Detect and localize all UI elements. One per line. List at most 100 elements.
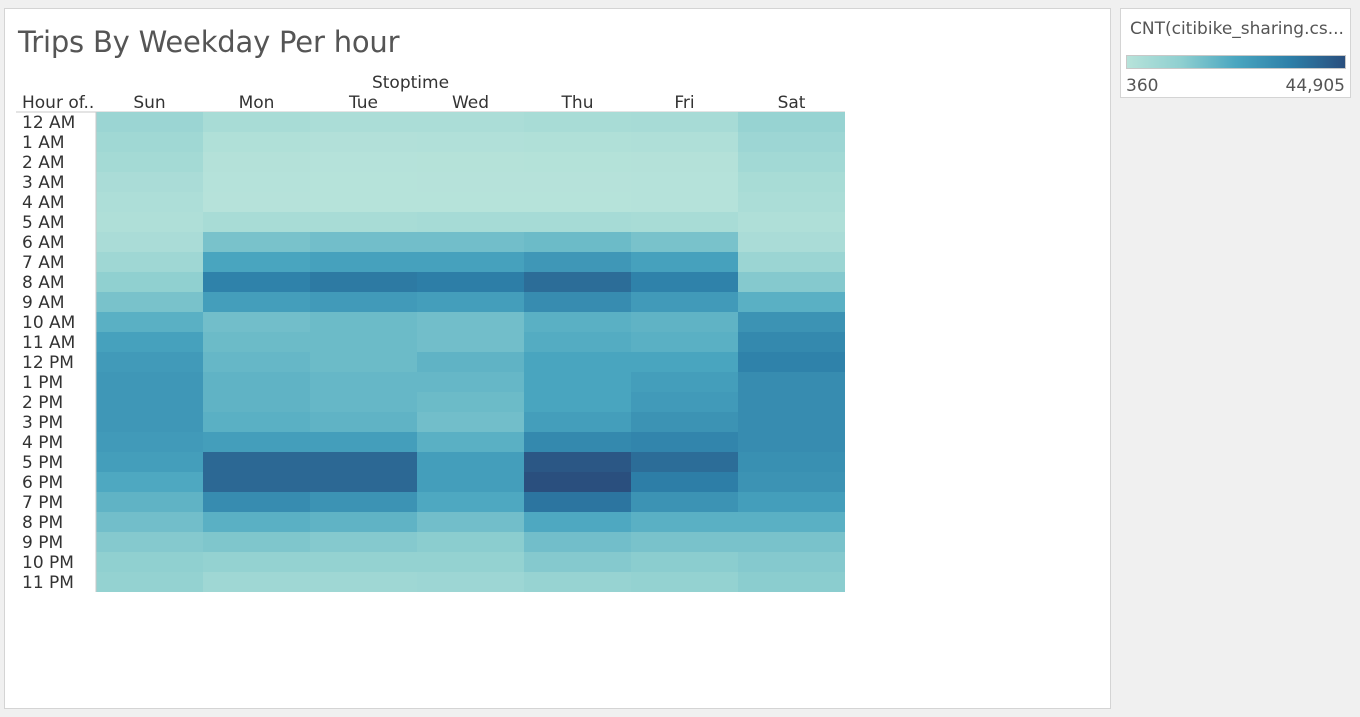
row-label: 4 AM xyxy=(22,193,65,213)
heatmap-cell xyxy=(524,492,631,512)
heatmap-cell xyxy=(96,432,203,452)
row-label: 3 PM xyxy=(22,413,63,433)
heatmap-cell xyxy=(96,412,203,432)
heatmap-cell xyxy=(310,412,417,432)
legend-gradient-bar xyxy=(1126,55,1346,69)
heatmap-cell xyxy=(738,192,845,212)
heatmap-cell xyxy=(417,172,524,192)
heatmap-cell xyxy=(631,412,738,432)
heatmap-cell xyxy=(203,472,310,492)
heatmap-cell xyxy=(96,332,203,352)
color-legend[interactable]: CNT(citibike_sharing.cs... 360 44,905 xyxy=(1120,8,1351,98)
heatmap-cell xyxy=(310,132,417,152)
heatmap-cell xyxy=(96,352,203,372)
heatmap-cell xyxy=(96,192,203,212)
row-label: 1 AM xyxy=(22,133,65,153)
heatmap-cell xyxy=(96,452,203,472)
heatmap-cell xyxy=(203,192,310,212)
heatmap-cell xyxy=(310,312,417,332)
legend-max-label: 44,905 xyxy=(1285,76,1345,96)
row-label: 9 AM xyxy=(22,293,65,313)
heatmap-cell xyxy=(310,272,417,292)
heatmap-cell xyxy=(631,492,738,512)
heatmap-cell xyxy=(524,212,631,232)
row-label: 10 PM xyxy=(22,553,74,573)
chart-title: Trips By Weekday Per hour xyxy=(18,25,400,59)
column-label-tue: Tue xyxy=(348,93,378,113)
heatmap-cell xyxy=(310,372,417,392)
heatmap-chart: Stoptime Hour of.. Sun Mon Tue Wed Thu Fri Sat 12… xyxy=(16,73,845,593)
heatmap-cell xyxy=(524,472,631,492)
column-label-sun: Sun xyxy=(133,93,165,113)
heatmap-cell xyxy=(203,232,310,252)
heatmap-cell xyxy=(96,172,203,192)
heatmap-cell xyxy=(310,252,417,272)
heatmap-cell xyxy=(310,492,417,512)
heatmap-cell xyxy=(310,172,417,192)
heatmap-cell xyxy=(96,132,203,152)
heatmap-cell xyxy=(96,392,203,412)
heatmap-cell xyxy=(524,312,631,332)
row-label: 1 PM xyxy=(22,373,63,393)
heatmap-cell xyxy=(203,312,310,332)
heatmap-cell xyxy=(631,292,738,312)
heatmap-cell xyxy=(631,112,738,132)
row-label: 2 PM xyxy=(22,393,63,413)
heatmap-cell xyxy=(738,232,845,252)
heatmap-cell xyxy=(203,172,310,192)
heatmap-cell xyxy=(631,332,738,352)
heatmap-cell xyxy=(203,272,310,292)
heatmap-cell xyxy=(631,372,738,392)
heatmap-cell xyxy=(96,312,203,332)
heatmap-cell xyxy=(203,252,310,272)
heatmap-cell xyxy=(310,472,417,492)
heatmap-cell xyxy=(417,512,524,532)
row-label: 9 PM xyxy=(22,533,63,553)
heatmap-cell xyxy=(96,112,203,132)
row-label: 8 AM xyxy=(22,273,65,293)
heatmap-cell xyxy=(96,532,203,552)
heatmap-cell xyxy=(96,292,203,312)
heatmap-cell xyxy=(631,392,738,412)
heatmap-cell xyxy=(310,232,417,252)
heatmap-cell xyxy=(738,132,845,152)
heatmap-cell xyxy=(203,352,310,372)
heatmap-cell xyxy=(631,452,738,472)
heatmap-cell xyxy=(417,312,524,332)
heatmap-cell xyxy=(203,492,310,512)
heatmap-cell xyxy=(310,352,417,372)
legend-title: CNT(citibike_sharing.cs... xyxy=(1130,19,1344,39)
row-label: 12 PM xyxy=(22,353,74,373)
heatmap-cell xyxy=(417,412,524,432)
row-label: 6 AM xyxy=(22,233,65,253)
heatmap-cell xyxy=(738,432,845,452)
heatmap-cell xyxy=(738,512,845,532)
heatmap-cell xyxy=(203,292,310,312)
heatmap-cell xyxy=(738,412,845,432)
heatmap-cell xyxy=(310,452,417,472)
row-label: 2 AM xyxy=(22,153,65,173)
heatmap-cell xyxy=(310,332,417,352)
heatmap-cell xyxy=(631,532,738,552)
heatmap-cell xyxy=(417,132,524,152)
heatmap-cell xyxy=(631,232,738,252)
heatmap-cell xyxy=(738,112,845,132)
heatmap-cell xyxy=(524,572,631,592)
heatmap-cell xyxy=(310,572,417,592)
heatmap-cell xyxy=(203,452,310,472)
heatmap-cell xyxy=(417,192,524,212)
column-label-mon: Mon xyxy=(239,93,275,113)
legend-min-label: 360 xyxy=(1126,76,1159,96)
heatmap-cell xyxy=(738,572,845,592)
heatmap-cell xyxy=(738,452,845,472)
heatmap-cell xyxy=(417,212,524,232)
heatmap-cell xyxy=(203,512,310,532)
heatmap-cell xyxy=(631,352,738,372)
heatmap-cell xyxy=(524,272,631,292)
heatmap-cell xyxy=(417,372,524,392)
heatmap-cell xyxy=(96,512,203,532)
row-label: 3 AM xyxy=(22,173,65,193)
heatmap-cell xyxy=(417,432,524,452)
row-label: 4 PM xyxy=(22,433,63,453)
heatmap-cell xyxy=(417,472,524,492)
